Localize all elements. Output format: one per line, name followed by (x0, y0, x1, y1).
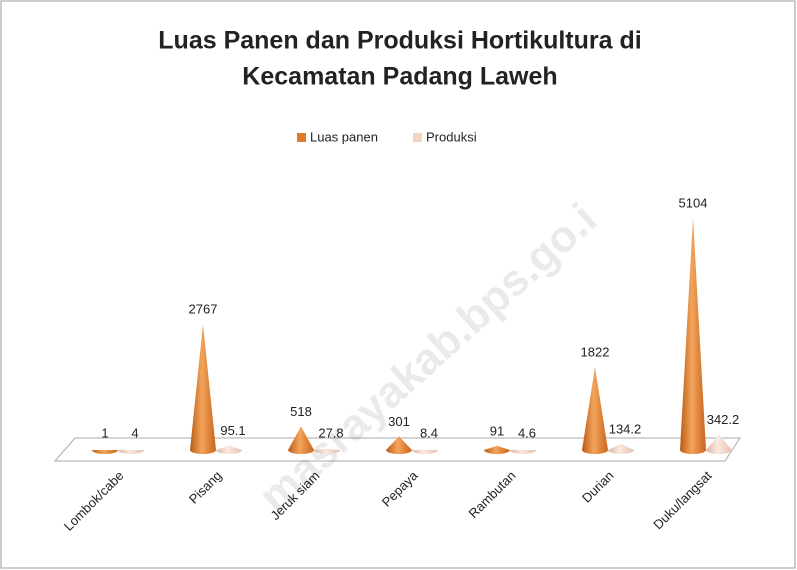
cone (92, 449, 118, 454)
legend-label: Luas panen (310, 129, 378, 144)
cone (314, 448, 340, 454)
value-label: 1822 (581, 345, 610, 360)
cone (706, 434, 732, 454)
value-label: 5104 (679, 195, 708, 210)
chart-title: Luas Panen dan Produksi Hortikultura di (158, 27, 641, 55)
cone (680, 218, 706, 454)
cone (582, 367, 608, 454)
value-label: 27.8 (318, 425, 343, 440)
cone (386, 436, 412, 454)
value-label: 2767 (189, 302, 218, 317)
legend-swatch (413, 133, 422, 142)
value-label: 342.2 (707, 412, 740, 427)
chart-title: Kecamatan Padang Laweh (242, 63, 557, 91)
value-label: 4.6 (518, 425, 536, 440)
cone (510, 449, 536, 454)
value-label: 8.4 (420, 425, 438, 440)
cone (412, 449, 438, 454)
value-label: 4 (131, 425, 138, 440)
cone (190, 324, 216, 454)
value-label: 301 (388, 414, 410, 429)
value-label: 134.2 (609, 421, 642, 436)
legend-label: Produksi (426, 129, 477, 144)
cone (484, 445, 510, 454)
cone (118, 449, 144, 454)
value-label: 518 (290, 404, 312, 419)
legend-swatch (297, 133, 306, 142)
cone (608, 443, 634, 454)
value-label: 1 (101, 425, 108, 440)
value-label: 91 (490, 423, 504, 438)
value-label: 95.1 (220, 423, 245, 438)
cone (216, 445, 242, 454)
cone (288, 426, 314, 454)
